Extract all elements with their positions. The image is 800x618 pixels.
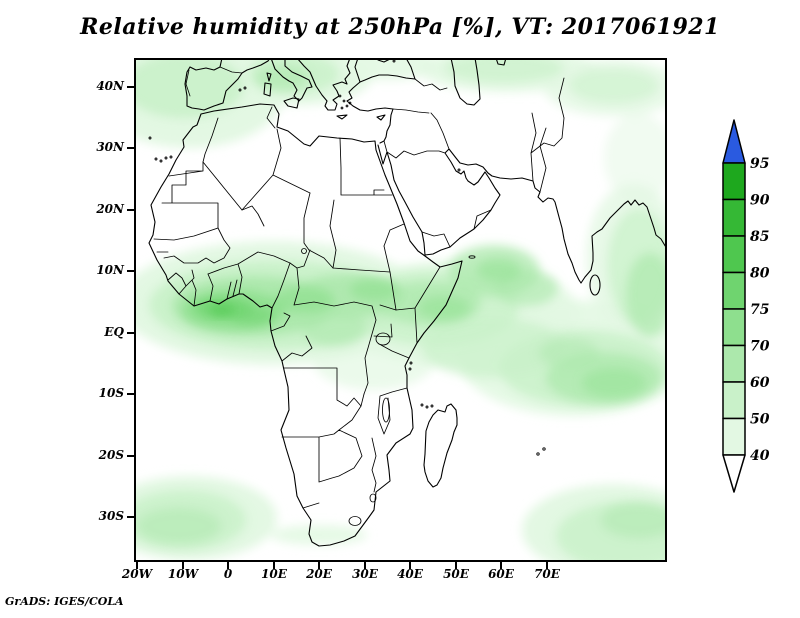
country-borders <box>153 77 565 526</box>
colorbar-legend: 95 90 85 80 75 70 60 50 40 <box>722 119 770 493</box>
lon-tick <box>364 562 366 569</box>
lat-tick <box>127 455 134 457</box>
lat-tick <box>127 516 134 518</box>
lon-tick-label: 20E <box>306 567 332 581</box>
lon-tick <box>318 562 320 569</box>
eswatini <box>369 493 377 503</box>
colorbar-label: 60 <box>750 375 770 391</box>
lat-tick-label: 20S <box>98 448 124 462</box>
madagascar <box>423 403 458 488</box>
caspian-sea <box>450 58 481 106</box>
colorbar-segment <box>722 235 746 274</box>
colorbar-label: 80 <box>750 266 770 282</box>
lon-tick-label: 0 <box>223 567 233 581</box>
lon-tick <box>455 562 457 569</box>
arabia-india-coast <box>377 144 667 284</box>
lat-tick-label: 30S <box>98 509 124 523</box>
page-title: Relative humidity at 250hPa [%], VT: 201… <box>80 14 720 40</box>
map-frame <box>134 58 667 562</box>
balkans-greece-coast <box>296 58 351 111</box>
lon-tick-label: 50E <box>443 567 469 581</box>
iberia-border <box>185 66 243 97</box>
lon-tick-label: 20W <box>121 567 153 581</box>
lon-tick <box>227 562 229 569</box>
lon-tick <box>500 562 502 569</box>
aral-sliver <box>495 58 507 66</box>
colorbar-label: 75 <box>750 302 769 318</box>
colorbar-label: 90 <box>750 193 770 209</box>
lon-tick-label: 40E <box>397 567 423 581</box>
iberia-france-coast <box>184 58 271 111</box>
colorbar-over-arrow <box>722 119 746 164</box>
colorbar-segment <box>722 271 746 310</box>
colorbar-label: 70 <box>750 339 770 355</box>
lon-tick <box>136 562 138 569</box>
lon-tick-label: 10E <box>261 567 287 581</box>
lat-tick <box>127 86 134 88</box>
colorbar-label: 85 <box>750 229 769 245</box>
lat-tick <box>127 209 134 211</box>
lat-tick <box>127 332 134 334</box>
shade-80-85 <box>209 304 235 316</box>
lon-tick <box>409 562 411 569</box>
lat-tick <box>127 147 134 149</box>
lat-tick-label: 40N <box>96 79 124 93</box>
lat-tick <box>127 393 134 395</box>
cyprus-crete <box>336 114 386 121</box>
lon-tick <box>273 562 275 569</box>
colorbar-label: 95 <box>750 156 769 172</box>
turkey-blacksea-coast <box>354 58 416 83</box>
small-islands <box>148 59 546 456</box>
lesotho <box>348 516 362 526</box>
lat-tick <box>127 270 134 272</box>
humidity-shading <box>134 58 667 562</box>
lon-tick-label: 30E <box>352 567 378 581</box>
turkey-levant-coast <box>346 81 394 144</box>
lake-victoria <box>375 332 391 346</box>
colorbar-labels: 95 90 85 80 75 70 60 50 40 <box>750 156 770 464</box>
lon-tick-label: 10W <box>167 567 199 581</box>
coastlines <box>148 58 667 547</box>
lake-malawi <box>382 397 390 423</box>
lat-tick-label: 10N <box>96 263 124 277</box>
map-canvas <box>134 58 667 562</box>
colorbar-segment <box>722 417 746 456</box>
sri-lanka <box>589 274 601 296</box>
lat-tick-label: 30N <box>96 140 124 154</box>
colorbar-segment <box>722 344 746 383</box>
colorbar-label: 40 <box>750 448 770 464</box>
lon-tick-label: 70E <box>534 567 560 581</box>
colorbar-segment <box>722 308 746 347</box>
lat-tick-label: 10S <box>98 386 124 400</box>
lon-tick <box>546 562 548 569</box>
lat-tick-label: EQ <box>104 325 124 339</box>
lake-chad <box>301 248 307 254</box>
lat-tick-label: 20N <box>96 202 124 216</box>
lon-tick-label: 60E <box>488 567 514 581</box>
sicily-sardinia-corsica <box>263 72 300 109</box>
lon-tick <box>182 562 184 569</box>
colorbar-segment <box>722 162 746 201</box>
colorbar-segment <box>722 381 746 420</box>
colorbar-under-arrow <box>722 454 746 493</box>
colorbar-segment <box>722 198 746 237</box>
grads-credit-label: GrADS: IGES/COLA <box>5 595 124 608</box>
colorbar-label: 50 <box>750 412 770 428</box>
